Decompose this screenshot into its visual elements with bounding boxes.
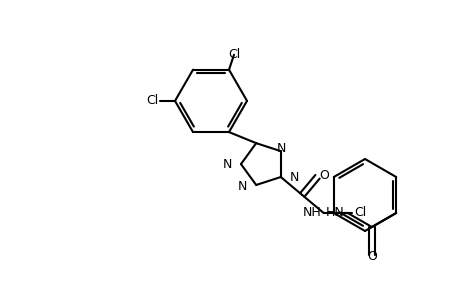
Text: N: N: [237, 181, 246, 194]
Text: O: O: [366, 250, 376, 263]
Text: HN: HN: [325, 206, 344, 220]
Text: Cl: Cl: [227, 48, 240, 61]
Text: Cl: Cl: [353, 206, 365, 220]
Text: N: N: [276, 142, 286, 155]
Text: NH: NH: [302, 206, 321, 220]
Text: O: O: [319, 169, 329, 182]
Text: N: N: [289, 170, 298, 184]
Text: N: N: [222, 158, 231, 171]
Text: Cl: Cl: [146, 94, 157, 107]
